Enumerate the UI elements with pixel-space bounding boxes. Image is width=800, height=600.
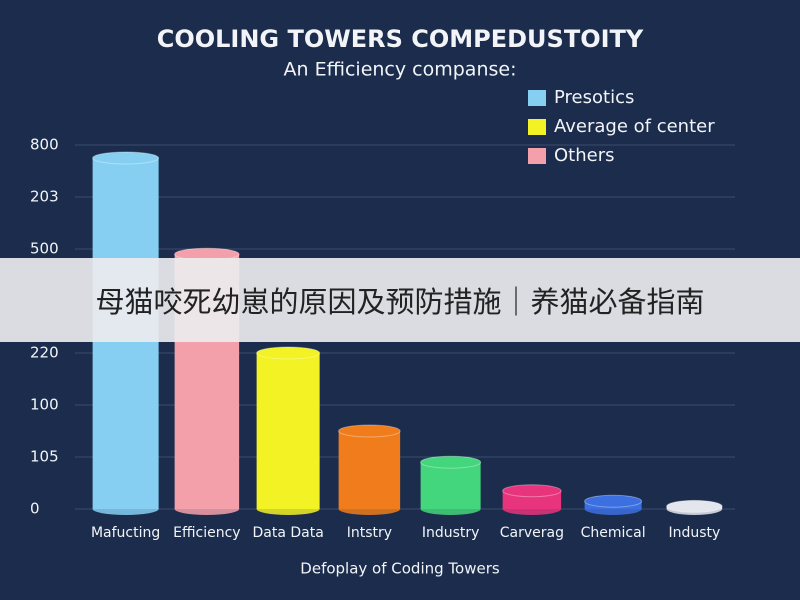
bar-cap — [420, 455, 482, 469]
legend-swatch — [528, 119, 546, 135]
x-tick-label: Industy — [668, 525, 720, 541]
chart-subtitle: An Efficiency companse: — [284, 59, 517, 81]
bar-cap — [338, 424, 401, 438]
y-tick-label: 105 — [30, 448, 59, 466]
x-tick-label: Industry — [422, 525, 480, 541]
legend-swatch — [528, 90, 546, 106]
y-tick-label: 500 — [30, 240, 59, 258]
bar — [256, 353, 320, 509]
y-tick-label: 0 — [30, 500, 40, 518]
bar-cap — [584, 494, 643, 508]
y-tick-label: 100 — [30, 396, 59, 414]
bar-cap — [92, 151, 160, 165]
x-tick-label: Data Data — [252, 525, 323, 541]
x-tick-label: Mafucting — [91, 525, 160, 541]
y-tick-label: 800 — [30, 136, 59, 154]
bar — [420, 462, 481, 509]
legend-swatch — [528, 148, 546, 164]
bar-cap — [666, 499, 723, 513]
chart-title: COOLING TOWERS COMPEDUSTOITY — [157, 25, 644, 53]
y-tick-label: 220 — [30, 344, 59, 362]
x-tick-label: Efficiency — [173, 525, 240, 541]
x-tick-label: Chemical — [581, 525, 646, 541]
legend-label: Others — [554, 145, 615, 166]
x-axis-label: Defoplay of Coding Towers — [300, 560, 500, 578]
legend-label: Presotics — [554, 87, 634, 108]
banner: 母猫咬死幼崽的原因及预防措施｜养猫必备指南 — [0, 258, 800, 342]
legend-label: Average of center — [554, 116, 715, 137]
bar — [338, 431, 401, 509]
x-tick-label: Intstry — [347, 525, 392, 541]
x-tick-label: Carverag — [500, 525, 564, 541]
bar-cap — [502, 484, 562, 498]
y-tick-label: 203 — [30, 188, 59, 206]
bar-cap — [256, 346, 321, 360]
